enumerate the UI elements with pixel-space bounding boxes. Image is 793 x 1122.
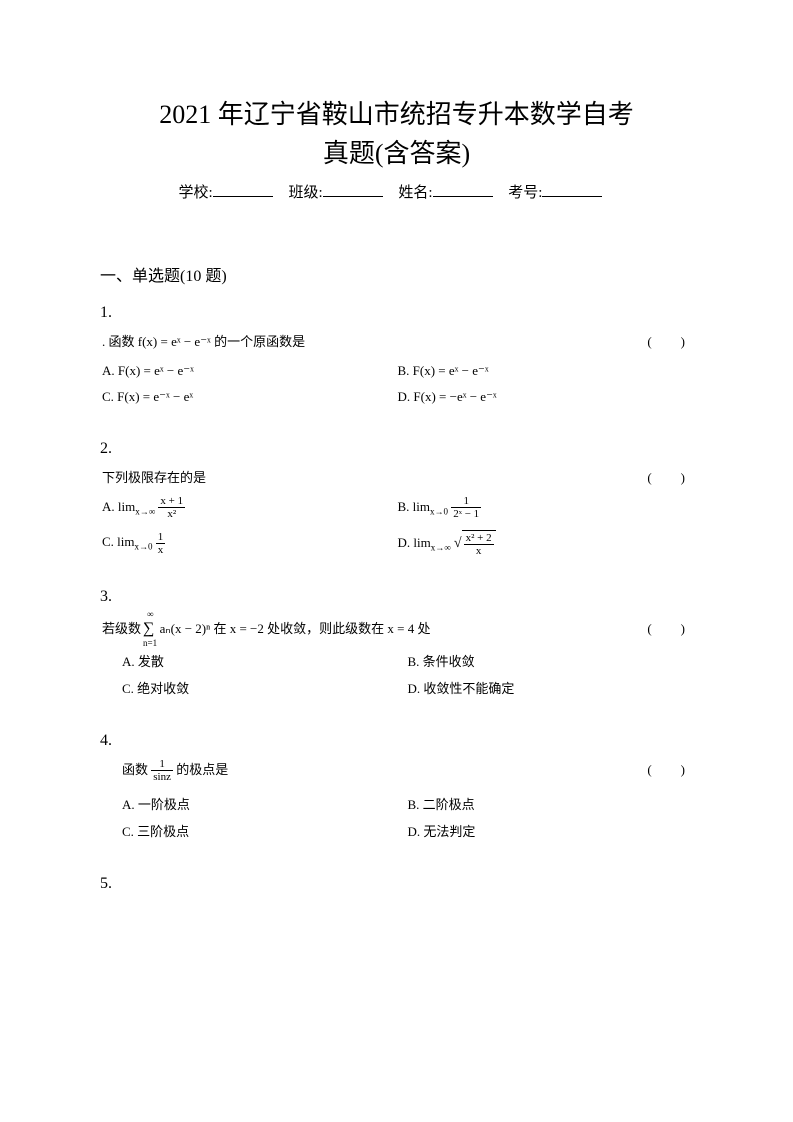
school-blank[interactable] [213,183,273,197]
school-label: 学校: [179,185,213,201]
q1-option-a: A. F(x) = eˣ − e⁻ˣ [102,359,398,384]
q4-stem-prefix: 函数 [122,762,148,777]
q3-stem-row: 若级数∞∑n=1 aₙ(x − 2)ⁿ 在 x = −2 处收敛，则此级数在 x… [102,614,693,644]
q3-body: 若级数∞∑n=1 aₙ(x − 2)ⁿ 在 x = −2 处收敛，则此级数在 x… [100,614,693,702]
q4-option-d: D. 无法判定 [408,820,694,845]
question-5: 5. [100,875,693,893]
q2-row-2: C. limx→0 1x D. limx→∞ x² + 2x [102,530,693,558]
q3-stem-body: aₙ(x − 2)ⁿ 在 x = −2 处收敛，则此级数在 x = 4 处 [160,621,431,636]
q2-a-num: x + 1 [158,495,185,508]
question-4: 4. 函数 1sinz 的极点是 ( ) A. 一阶极点 B. 二阶极点 C. … [100,732,693,845]
q4-option-c: C. 三阶极点 [122,820,408,845]
info-line: 学校: 班级: 姓名: 考号: [100,181,693,202]
q4-option-a: A. 一阶极点 [122,793,408,818]
q4-row-2: C. 三阶极点 D. 无法判定 [102,820,693,845]
q2-a-den: x² [158,508,185,520]
q2-b-frac: 12ˣ − 1 [451,495,481,520]
q3-option-b: B. 条件收敛 [408,650,694,675]
q1-number: 1. [100,304,693,322]
section-title: 一、单选题(10 题) [100,262,693,286]
class-label: 班级: [288,185,322,201]
exam-title: 2021 年辽宁省鞍山市统招专升本数学自考 真题(含答案) [100,95,693,173]
q1-body: . 函数 f(x) = eˣ − e⁻ˣ 的一个原函数是 ( ) A. F(x)… [100,330,693,410]
q3-number: 3. [100,588,693,606]
question-1: 1. . 函数 f(x) = eˣ − e⁻ˣ 的一个原函数是 ( ) A. F… [100,304,693,410]
q3-sum-sub: n=1 [143,635,157,652]
title-line-1: 2021 年辽宁省鞍山市统招专升本数学自考 [159,100,634,129]
q1-option-b: B. F(x) = eˣ − e⁻ˣ [398,359,694,384]
q3-sum: ∞∑n=1 [143,614,154,644]
q2-d-den: x [464,545,494,557]
exam-no-blank[interactable] [542,183,602,197]
q4-stem-suffix: 的极点是 [176,762,228,777]
q3-stem-prefix: 若级数 [102,621,141,636]
q2-row-1: A. limx→∞ x + 1x² B. limx→0 12ˣ − 1 [102,495,693,521]
q4-num: 1 [151,758,173,771]
q4-option-b: B. 二阶极点 [408,793,694,818]
q1-stem: . 函数 f(x) = eˣ − e⁻ˣ 的一个原函数是 [102,330,305,355]
q4-frac: 1sinz [151,758,173,783]
q2-paren: ( ) [647,466,693,491]
q2-option-d: D. limx→∞ x² + 2x [398,530,694,558]
q2-number: 2. [100,440,693,458]
q2-b-prefix: B. lim [398,499,431,514]
class-blank[interactable] [323,183,383,197]
exam-no-label: 考号: [508,185,542,201]
q2-option-c: C. limx→0 1x [102,530,398,558]
q1-row-1: A. F(x) = eˣ − e⁻ˣ B. F(x) = eˣ − e⁻ˣ [102,359,693,384]
q2-a-frac: x + 1x² [158,495,185,520]
q2-d-sub: x→∞ [431,543,451,553]
q2-option-a: A. limx→∞ x + 1x² [102,495,398,521]
q2-d-prefix: D. lim [398,535,431,550]
q1-row-2: C. F(x) = e⁻ˣ − eˣ D. F(x) = −eˣ − e⁻ˣ [102,385,693,410]
name-blank[interactable] [433,183,493,197]
q3-stem-full: 若级数∞∑n=1 aₙ(x − 2)ⁿ 在 x = −2 处收敛，则此级数在 x… [102,614,430,644]
q2-c-den: x [156,544,166,556]
q5-number: 5. [100,875,693,893]
q3-row-2: C. 绝对收敛 D. 收敛性不能确定 [102,677,693,702]
q2-c-num: 1 [156,531,166,544]
q4-paren: ( ) [647,758,693,783]
q4-stem-row: 函数 1sinz 的极点是 ( ) [102,758,693,784]
name-label: 姓名: [398,185,432,201]
q2-d-frac: x² + 2x [464,532,494,557]
q1-stem-row: . 函数 f(x) = eˣ − e⁻ˣ 的一个原函数是 ( ) [102,330,693,355]
q4-den: sinz [151,771,173,783]
q2-stem-row: 下列极限存在的是 ( ) [102,466,693,491]
q1-option-d: D. F(x) = −eˣ − e⁻ˣ [398,385,694,410]
q2-body: 下列极限存在的是 ( ) A. limx→∞ x + 1x² B. limx→0… [100,466,693,558]
q4-body: 函数 1sinz 的极点是 ( ) A. 一阶极点 B. 二阶极点 C. 三阶极… [100,758,693,845]
q2-d-sqrt: x² + 2x [454,530,496,558]
q3-row-1: A. 发散 B. 条件收敛 [102,650,693,675]
q4-number: 4. [100,732,693,750]
q2-option-b: B. limx→0 12ˣ − 1 [398,495,694,521]
q2-c-frac: 1x [156,531,166,556]
q4-row-1: A. 一阶极点 B. 二阶极点 [102,793,693,818]
q3-option-a: A. 发散 [122,650,408,675]
q2-a-sub: x→∞ [135,506,155,516]
q2-b-den: 2ˣ − 1 [451,508,481,520]
q2-b-sub: x→0 [430,506,448,516]
q3-option-d: D. 收敛性不能确定 [408,677,694,702]
q3-paren: ( ) [647,617,693,642]
q2-c-prefix: C. lim [102,534,135,549]
q3-option-c: C. 绝对收敛 [122,677,408,702]
q2-stem: 下列极限存在的是 [102,466,206,491]
q2-a-prefix: A. lim [102,499,135,514]
q1-option-c: C. F(x) = e⁻ˣ − eˣ [102,385,398,410]
question-3: 3. 若级数∞∑n=1 aₙ(x − 2)ⁿ 在 x = −2 处收敛，则此级数… [100,588,693,702]
q4-stem-full: 函数 1sinz 的极点是 [122,758,228,784]
q2-c-sub: x→0 [135,542,153,552]
q2-b-num: 1 [451,495,481,508]
q2-d-num: x² + 2 [464,532,494,545]
question-2: 2. 下列极限存在的是 ( ) A. limx→∞ x + 1x² B. lim… [100,440,693,558]
title-line-2: 真题(含答案) [323,139,470,168]
q3-sum-sup: ∞ [147,606,153,623]
q1-paren: ( ) [647,330,693,355]
